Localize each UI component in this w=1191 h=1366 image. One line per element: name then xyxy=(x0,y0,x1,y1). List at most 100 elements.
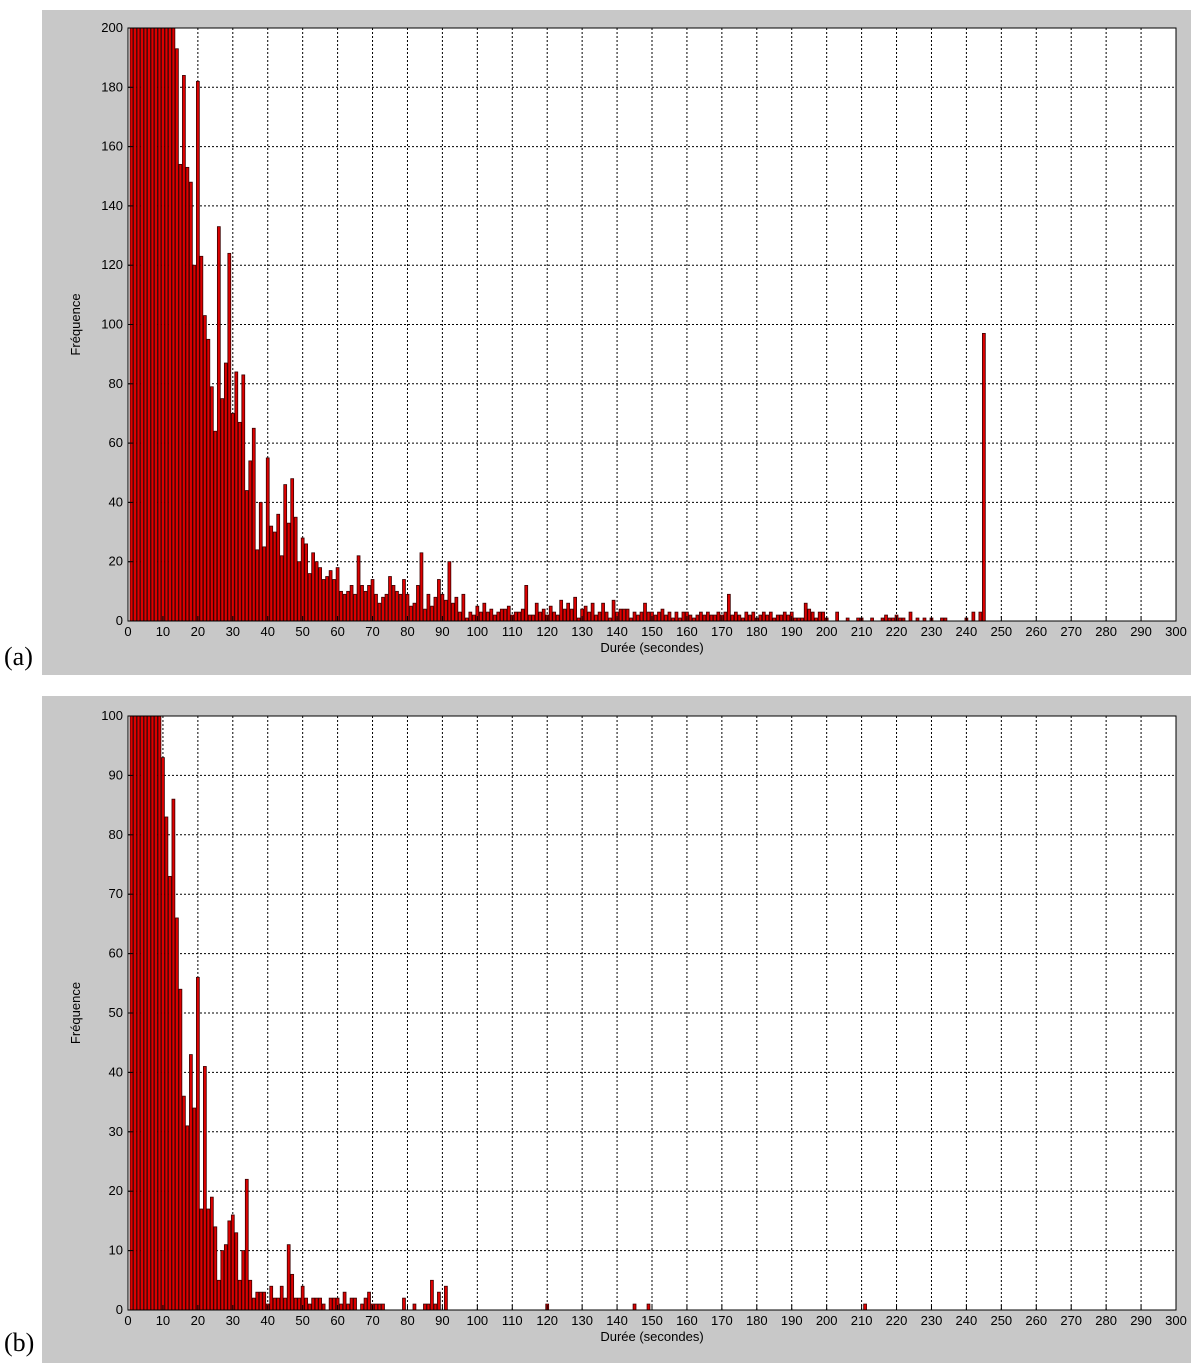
histogram-bar xyxy=(248,460,253,622)
histogram-bar xyxy=(168,27,172,622)
histogram-bar xyxy=(161,757,165,1311)
x-tick-label: 200 xyxy=(816,624,838,639)
histogram-bar xyxy=(458,611,462,622)
histogram-bar xyxy=(496,611,501,622)
histogram-bar xyxy=(412,602,417,622)
histogram-bar xyxy=(209,1196,214,1311)
histogram-bar xyxy=(353,593,357,622)
histogram-bar xyxy=(133,715,137,1311)
histogram-bar xyxy=(286,1244,291,1311)
histogram-bar xyxy=(196,976,200,1311)
histogram-bar xyxy=(143,715,148,1311)
histogram-bar xyxy=(175,917,179,1311)
histogram-bar xyxy=(667,611,672,622)
histogram-bar xyxy=(520,608,525,622)
histogram-bar xyxy=(444,599,448,622)
histogram-bar xyxy=(646,611,651,622)
histogram-bar xyxy=(230,413,235,622)
histogram-bar xyxy=(241,374,246,622)
x-tick-label: 200 xyxy=(816,1313,838,1328)
chart-panel-b: 0 10 20 30 40 50 60 70 80 90 100 110 120 130 140 150 160… xyxy=(0,688,1191,1363)
x-tick-label: 190 xyxy=(781,624,803,639)
y-tick-label: 180 xyxy=(101,79,123,94)
histogram-bar xyxy=(559,599,564,622)
x-tick-label: 90 xyxy=(435,1313,449,1328)
histogram-bar xyxy=(276,1297,281,1311)
histogram-bar xyxy=(150,715,155,1311)
y-tick-label: 80 xyxy=(109,827,123,842)
x-tick-label: 270 xyxy=(1060,624,1082,639)
x-tick-label: 130 xyxy=(571,624,593,639)
x-tick-label: 20 xyxy=(191,1313,205,1328)
histogram-bar xyxy=(290,1273,295,1311)
x-tick-label: 0 xyxy=(124,624,131,639)
histogram-bar xyxy=(423,1303,427,1311)
histogram-bar xyxy=(374,593,378,622)
histogram-bar xyxy=(178,163,183,622)
histogram-bar xyxy=(587,611,591,622)
histogram-bar xyxy=(223,1244,228,1311)
x-tick-label: 90 xyxy=(435,624,449,639)
histogram-bar xyxy=(262,1291,267,1311)
histogram-bar xyxy=(569,608,574,622)
histogram-bar xyxy=(349,585,354,622)
histogram-bar xyxy=(786,614,791,622)
x-tick-label: 30 xyxy=(226,1313,240,1328)
histogram-bar xyxy=(744,611,749,622)
histogram-bar xyxy=(255,549,260,622)
x-tick-label: 250 xyxy=(990,624,1012,639)
histogram-bar xyxy=(175,48,179,622)
histogram-bar xyxy=(817,611,822,622)
histogram-bar xyxy=(293,516,298,622)
x-tick-label: 120 xyxy=(536,624,558,639)
histogram-bar xyxy=(430,1279,434,1311)
histogram-bar xyxy=(136,715,141,1311)
histogram-bar xyxy=(803,602,808,622)
histogram-bar xyxy=(388,576,392,622)
histogram-bar xyxy=(258,1291,263,1311)
histogram-bar xyxy=(779,614,784,622)
histogram-bar xyxy=(636,614,640,622)
histogram-bar xyxy=(199,255,204,622)
histogram-bar xyxy=(660,608,665,622)
histogram-bar xyxy=(272,1297,277,1311)
histogram-bar xyxy=(185,1125,190,1311)
histogram-bar xyxy=(451,602,455,622)
y-tick-label: 20 xyxy=(109,554,123,569)
histogram-bar xyxy=(775,614,780,622)
histogram-bar xyxy=(328,570,333,622)
x-tick-label: 210 xyxy=(851,1313,873,1328)
x-tick-label: 220 xyxy=(886,1313,908,1328)
histogram-bar xyxy=(835,611,839,622)
x-tick-label: 130 xyxy=(571,1313,593,1328)
x-tick-label: 80 xyxy=(400,624,414,639)
histogram-bar xyxy=(765,614,770,622)
histogram-bar xyxy=(154,715,158,1311)
histogram-bar xyxy=(706,611,710,622)
histogram-bar xyxy=(664,614,668,622)
histogram-bar xyxy=(157,27,162,622)
histogram-bar xyxy=(702,614,707,622)
histogram-bar xyxy=(258,501,263,622)
histogram-bar xyxy=(727,593,731,622)
histogram-bar xyxy=(982,332,986,622)
x-tick-label: 240 xyxy=(956,624,978,639)
histogram-bar xyxy=(758,614,763,622)
histogram-bar xyxy=(688,614,693,622)
histogram-bar xyxy=(150,27,155,622)
histogram-bar xyxy=(402,1297,406,1311)
x-tick-label: 60 xyxy=(330,624,344,639)
histogram-bar xyxy=(220,398,225,622)
histogram-bar xyxy=(342,593,347,622)
x-tick-label: 120 xyxy=(536,1313,558,1328)
histogram-bar xyxy=(161,27,165,622)
x-tick-label: 150 xyxy=(641,1313,663,1328)
histogram-bar xyxy=(433,1303,438,1311)
y-tick-label: 80 xyxy=(109,376,123,391)
histogram-bar xyxy=(402,579,406,622)
histogram-bar xyxy=(276,513,281,622)
x-tick-label: 50 xyxy=(295,1313,309,1328)
histogram-bar xyxy=(353,1297,357,1311)
x-tick-label: 180 xyxy=(746,624,768,639)
histogram-a: 0 10 20 30 40 50 60 70 80 90 100 110 120 130 140 150 160… xyxy=(68,20,1187,655)
